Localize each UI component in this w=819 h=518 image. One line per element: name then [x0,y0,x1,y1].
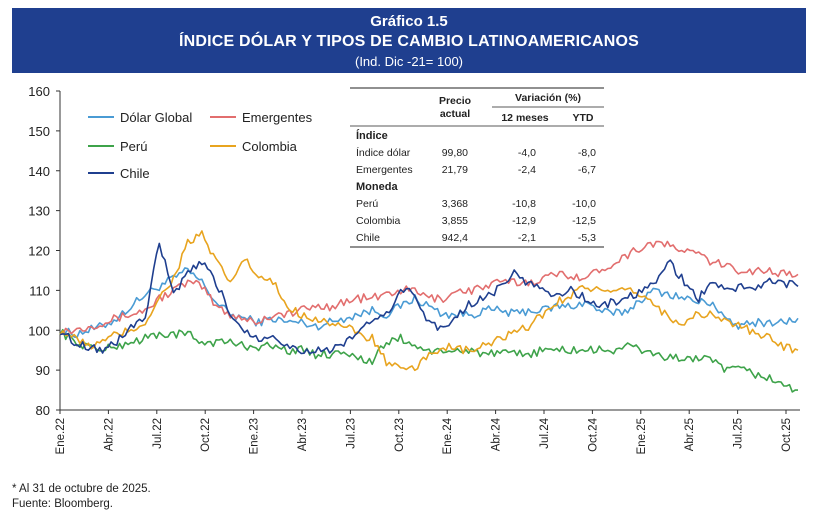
legend-label: Chile [120,166,150,181]
series-line-d-lar-global [59,267,799,339]
table-row-12m: -4,0 [518,147,536,159]
table-row-ytd: -10,0 [572,198,596,210]
x-tick-label: Jul.23 [345,418,357,449]
x-tick-label: Abr.24 [491,417,503,451]
y-tick-label: 120 [28,244,50,259]
table-row-name: Perú [356,198,378,210]
table-row-12m: -2,4 [518,164,536,176]
table-row-name: Emergentes [356,164,413,176]
table-row-price: 3,368 [442,198,468,210]
table-header-price: actual [440,108,470,120]
x-tick-label: Oct.24 [587,417,599,451]
x-tick-label: Ene.22 [55,418,67,454]
chart-title: ÍNDICE DÓLAR Y TIPOS DE CAMBIO LATINOAME… [178,33,640,50]
source-note: Fuente: Bloomberg. [12,498,114,510]
table-row-name: Colombia [356,215,401,227]
table-row-price: 942,4 [442,232,468,244]
series-line-per- [59,328,798,393]
y-tick-label: 150 [28,124,50,139]
y-tick-label: 90 [36,363,50,378]
x-tick-label: Jul.25 [733,418,745,449]
legend-label: Perú [120,139,147,154]
table-row-name: Índice dólar [356,146,411,159]
table-header-12m: 12 meses [501,112,548,124]
table-row-name: Chile [356,232,380,244]
x-tick-label: Jul.24 [539,417,551,448]
line-chart: 80 90 100 110 120 130 140 150 160 Ene.22 Abr.22 Jul… [28,84,800,454]
table-section-title: Moneda [356,181,398,193]
table-row-price: 3,855 [442,215,468,227]
x-tick-label: Oct.25 [781,418,793,452]
table-row-ytd: -5,3 [578,232,596,244]
footnote: * Al 31 de octubre de 2025. [12,483,151,495]
table-row-ytd: -8,0 [578,147,596,159]
table-row-ytd: -12,5 [572,215,596,227]
table-row-12m: -12,9 [512,215,536,227]
chart-subtitle: (Ind. Dic -21= 100) [354,54,464,69]
y-tick-label: 110 [29,283,50,298]
table-background [346,84,608,248]
table-row-12m: -10,8 [512,198,536,210]
table-row-ytd: -6,7 [578,164,596,176]
chart-label: Gráfico 1.5 [370,13,448,30]
x-tick-label: Abr.23 [297,418,309,451]
legend-label: Dólar Global [120,110,192,125]
x-tick-label: Abr.25 [684,418,696,451]
x-tick-label: Ene.23 [249,418,261,454]
x-tick-label: Oct.23 [394,418,406,452]
y-tick-label: 130 [28,204,50,219]
table-row-price: 21,79 [442,164,468,176]
table-row-price: 99,80 [442,147,468,159]
series-line-colombia [59,230,799,372]
y-tick-label: 80 [36,403,50,418]
table-header-price: Precio [439,95,471,107]
legend-label: Emergentes [242,110,313,125]
y-tick-label: 100 [28,323,50,338]
x-tick-label: Abr.22 [103,418,115,451]
x-tick-label: Ene.25 [636,418,648,454]
legend-label: Colombia [242,139,298,154]
chart-footer: * Al 31 de octubre de 2025. Fuente: Bloo… [12,482,151,512]
x-tick-label: Ene.24 [442,417,454,454]
table-section-title: Índice [356,129,388,142]
x-tick-label: Jul.22 [152,418,164,449]
y-tick-label: 160 [28,84,50,99]
table-header-variation: Variación (%) [515,92,581,104]
chart-header: Gráfico 1.5 ÍNDICE DÓLAR Y TIPOS DE CAMB… [12,8,806,73]
x-tick-label: Oct.22 [200,418,212,452]
series-line-chile [59,242,799,355]
table-row-12m: -2,1 [518,232,536,244]
y-tick-label: 140 [28,164,50,179]
series-line-emergentes [59,240,799,336]
table-header-ytd: YTD [573,112,594,124]
